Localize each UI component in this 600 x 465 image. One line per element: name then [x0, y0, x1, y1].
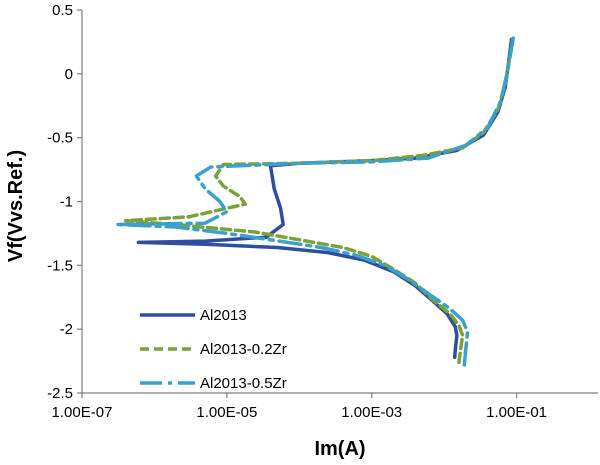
x-axis-title: Im(A)	[314, 438, 365, 460]
y-tick-label: 0.5	[52, 2, 73, 19]
y-tick-label: -1	[60, 194, 73, 211]
legend-label: Al2013-0.2Zr	[200, 341, 287, 358]
x-ticks: 1.00E-07 1.00E-05 1.00E-03 1.00E-01	[52, 393, 547, 421]
legend-label: Al2013	[200, 307, 247, 324]
x-tick-label: 1.00E-03	[341, 404, 402, 421]
legend: Al2013 Al2013-0.2Zr Al2013-0.5Zr	[140, 307, 287, 392]
y-tick-label: -0.5	[47, 130, 73, 147]
legend-label: Al2013-0.5Zr	[200, 375, 287, 392]
y-axis-title: Vf(Vvs.Ref.)	[5, 150, 27, 262]
x-tick-label: 1.00E-05	[196, 404, 257, 421]
y-tick-label: 0	[65, 66, 73, 83]
y-tick-label: -2.5	[47, 385, 73, 402]
y-tick-label: -2	[60, 321, 73, 338]
series-layer	[114, 36, 516, 367]
y-tick-label: -1.5	[47, 257, 73, 274]
axes	[81, 10, 598, 394]
series-line-1	[136, 37, 514, 360]
x-tick-label: 1.00E-01	[486, 404, 547, 421]
y-ticks: 0.5 0 -0.5 -1 -1.5 -2 -2.5	[47, 2, 82, 402]
x-tick-label: 1.00E-07	[52, 404, 113, 421]
series-line-3	[114, 36, 516, 367]
